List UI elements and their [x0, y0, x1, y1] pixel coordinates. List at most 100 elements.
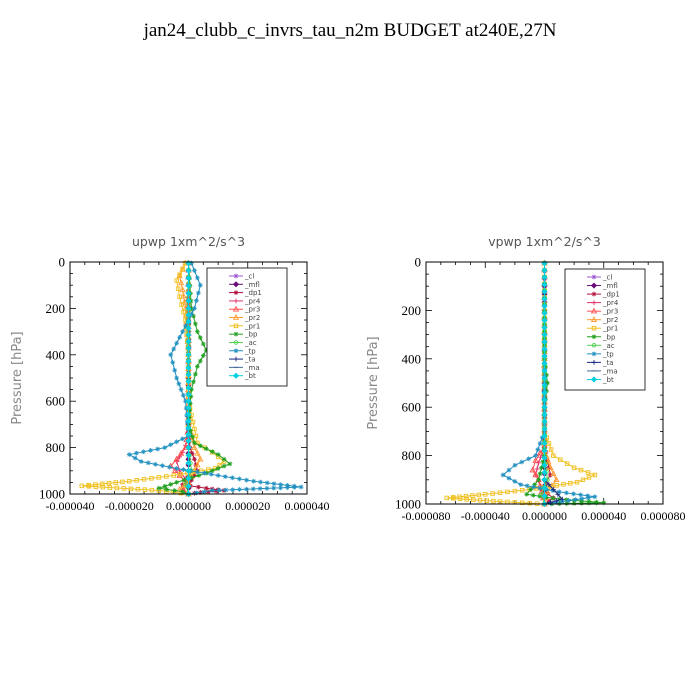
series-point — [550, 488, 556, 494]
series-point — [185, 475, 192, 482]
series-point — [566, 498, 572, 504]
series-point — [185, 444, 192, 451]
series-point — [571, 465, 577, 470]
series-point — [490, 491, 495, 496]
series-point — [500, 472, 506, 478]
series-point — [208, 471, 214, 477]
series-point — [585, 495, 591, 501]
series-point — [551, 453, 556, 458]
series-point — [483, 492, 488, 497]
series-point — [541, 492, 548, 499]
panel-1: upwp 1xm^2/s^3 Pressure [hPa] 0 200 400 600 80… — [10, 234, 330, 513]
series-point — [185, 358, 192, 365]
series-point — [142, 487, 148, 492]
x-tick-label: 0.000040 — [581, 509, 626, 523]
series-point — [538, 454, 543, 460]
series-point — [541, 454, 548, 462]
series-point — [173, 455, 180, 462]
series-point — [553, 498, 559, 504]
y-tick-label: 200 — [402, 303, 422, 318]
legend-marker — [232, 372, 240, 379]
series-point — [546, 482, 552, 488]
series-point — [189, 451, 195, 456]
series-point — [298, 484, 304, 490]
series-point — [185, 331, 192, 338]
series-point — [476, 492, 482, 498]
series-point — [213, 488, 219, 494]
panel-2: vpwp 1xm^2/s^3 Pressure [hPa] 0 200 400 600 80… — [366, 234, 686, 523]
series-point — [221, 463, 227, 469]
series-point — [185, 378, 192, 385]
series-point — [141, 477, 147, 482]
series-point — [192, 473, 197, 478]
series-point — [535, 447, 541, 452]
series-point — [546, 498, 552, 504]
series-point — [121, 486, 127, 491]
series-point — [188, 394, 194, 399]
legend-label: _pr2 — [602, 316, 618, 324]
series-point — [180, 266, 185, 272]
series-point — [180, 393, 186, 398]
series-point — [194, 275, 200, 281]
series-point — [193, 371, 198, 377]
series-point — [106, 480, 112, 486]
series-point — [524, 491, 530, 497]
series-point — [541, 469, 548, 476]
series-point — [190, 434, 195, 440]
series-point — [126, 478, 132, 484]
series-point — [222, 474, 228, 479]
series-point — [540, 459, 546, 465]
series-point — [550, 487, 556, 492]
series-point — [243, 486, 249, 492]
series-point — [152, 461, 158, 467]
series-point — [176, 272, 183, 279]
series-point — [519, 459, 525, 465]
x-tick-label: 0.000040 — [285, 499, 330, 513]
plot-area — [444, 259, 607, 508]
series-point — [185, 411, 192, 418]
series-point — [156, 485, 162, 491]
series-point — [126, 452, 132, 457]
series-point — [541, 447, 548, 454]
series-point — [541, 360, 548, 367]
series-point — [185, 290, 192, 297]
series-point — [187, 408, 193, 413]
series-point — [285, 485, 290, 490]
series-point — [168, 442, 174, 448]
series-point — [215, 466, 221, 471]
series-point — [497, 490, 503, 495]
series-point — [185, 338, 192, 345]
series-point — [86, 484, 92, 489]
series-point — [470, 493, 475, 498]
series-point — [192, 268, 197, 273]
series-point — [138, 459, 144, 464]
series-point — [457, 496, 463, 502]
legend-marker — [590, 376, 598, 383]
series-point — [541, 338, 548, 345]
series-point — [201, 470, 207, 476]
series-point — [185, 391, 192, 398]
series-point — [170, 360, 176, 365]
series-point — [251, 478, 257, 484]
series-point — [164, 486, 170, 492]
series-point — [278, 482, 284, 487]
series-point — [520, 500, 525, 506]
series-point — [556, 489, 562, 495]
series-point — [541, 288, 548, 295]
legend-marker — [591, 343, 597, 348]
series-point — [541, 274, 548, 281]
legend-label: _bp — [602, 333, 616, 341]
series-point — [555, 491, 561, 497]
series-point — [537, 471, 543, 477]
series-point — [196, 473, 202, 478]
legend-marker — [590, 307, 598, 314]
series-point — [93, 484, 99, 489]
series-point — [215, 452, 221, 457]
series-point — [185, 431, 192, 438]
series-point — [537, 485, 543, 491]
series-pr1 — [79, 260, 227, 497]
series-point — [185, 371, 192, 378]
series-point — [185, 282, 192, 289]
series-point — [544, 388, 549, 394]
series-point — [205, 489, 211, 495]
